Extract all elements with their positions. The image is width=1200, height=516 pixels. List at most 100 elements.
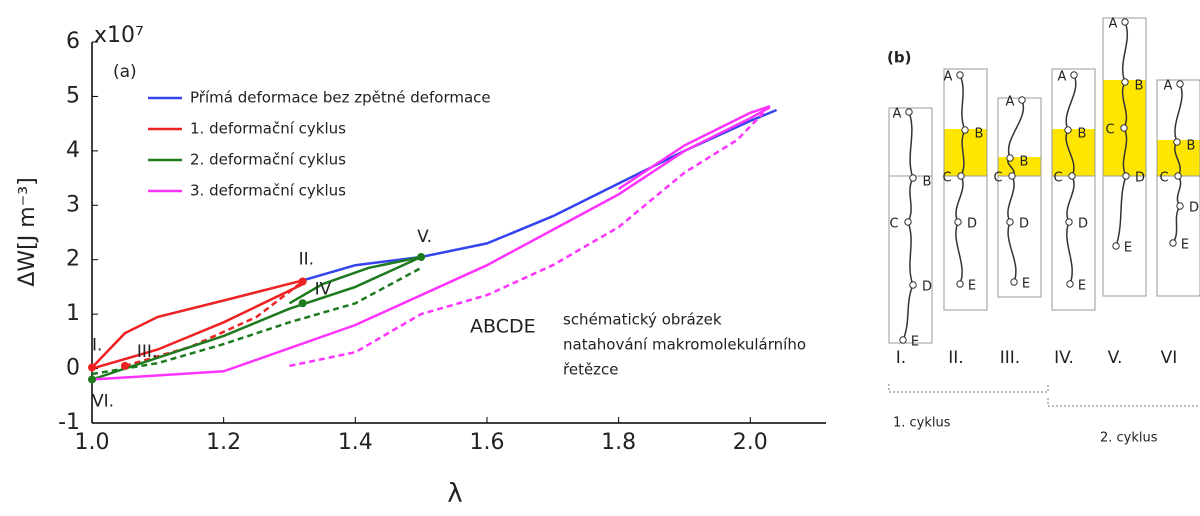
y-tick-label: 5: [66, 83, 80, 108]
series-line: [91, 255, 422, 381]
chain-node: [905, 108, 913, 116]
chain-label: E: [968, 279, 976, 294]
point-label: II.: [299, 249, 314, 269]
chain-node: [1122, 172, 1130, 180]
y-tick-label: 3: [66, 192, 80, 217]
annotation-line: schématický obrázek: [563, 311, 722, 329]
x-tick-label: 2.0: [733, 430, 768, 455]
y-axis-label: ΔW[J m⁻³]: [15, 177, 40, 286]
cycle-label: 1. cyklus: [893, 416, 951, 431]
annotation-line: řetězce: [563, 361, 619, 379]
chain-label: D: [1019, 217, 1029, 232]
chain-label: D: [922, 280, 932, 295]
stretched-region: [944, 129, 987, 176]
chain-node: [1068, 172, 1076, 180]
point-label: IV: [315, 279, 332, 299]
chain-node: [1121, 78, 1129, 86]
column-label: II.: [948, 348, 963, 368]
chain-label: E: [1181, 238, 1189, 253]
stretched-region: [998, 157, 1041, 176]
cycle-brackets: [888, 384, 1200, 407]
y-tick-label: 6: [66, 29, 80, 54]
chain-label: E: [1124, 241, 1132, 256]
series-line: [91, 266, 422, 376]
chain-label: C: [1053, 171, 1062, 186]
chain: [1007, 99, 1025, 283]
chain-label: A: [1164, 79, 1173, 94]
chain-label: B: [1020, 155, 1029, 170]
chain-node: [956, 280, 964, 288]
chain-node: [1018, 96, 1026, 104]
chain-node: [1174, 172, 1182, 180]
chain-node: [1112, 242, 1120, 250]
chain-label: B: [1078, 127, 1087, 142]
chain-label: C: [889, 217, 898, 232]
chain-label: B: [975, 127, 984, 142]
chain-node: [1176, 80, 1184, 88]
chain-label: A: [1109, 17, 1118, 32]
chain-node: [899, 336, 907, 344]
chain-box: [1051, 68, 1096, 311]
series-line: [91, 106, 771, 381]
panel-label: (a): [113, 62, 137, 82]
chain-label: C: [942, 171, 951, 186]
legend-label: Přímá deformace bez zpětné deformace: [190, 89, 491, 107]
x-tick-label: 1.2: [206, 430, 241, 455]
chain-node: [1176, 202, 1184, 210]
chain-label: A: [944, 70, 953, 85]
y-tick-label: 4: [66, 138, 80, 163]
x-tick-label: 1.6: [469, 430, 504, 455]
annotation-title: ABCDE: [470, 316, 536, 338]
chain-label: E: [1022, 277, 1030, 292]
point-label: III.: [137, 342, 157, 362]
y-tick-label: 2: [66, 247, 80, 272]
chain-node: [1064, 126, 1072, 134]
chain-node: [1120, 124, 1128, 132]
y-multiplier: x10⁷: [94, 23, 144, 48]
chain-node: [1070, 71, 1078, 79]
chain-box: [1156, 79, 1200, 297]
chain-label: A: [1006, 95, 1015, 110]
y-tick-label: 0: [66, 356, 80, 381]
legend-label: 3. deformační cyklus: [190, 182, 346, 200]
chain-box: [943, 68, 988, 311]
y-tick-label: -1: [58, 410, 80, 435]
chain-node: [961, 126, 969, 134]
chain-box: [1102, 17, 1147, 297]
series-line: [289, 111, 765, 368]
stretched-region: [1157, 140, 1200, 176]
column-label: I.: [896, 348, 906, 368]
chain-label: B: [1187, 139, 1196, 154]
point-marker: [120, 361, 129, 370]
annotation-line: natahování makromolekulárního: [563, 336, 806, 354]
point-marker: [88, 375, 96, 384]
chain-box: [997, 97, 1042, 298]
chain-label: C: [993, 171, 1002, 186]
chain-label: D: [967, 217, 977, 232]
legend-label: 1. deformační cyklus: [190, 120, 346, 138]
chain-label: B: [923, 175, 932, 190]
chain-node: [1008, 172, 1016, 180]
chain-node: [1065, 218, 1073, 226]
chain-label: C: [1105, 123, 1114, 138]
axes: [91, 42, 826, 424]
legend-label: 2. deformační cyklus: [190, 151, 346, 169]
column-label: VI: [1161, 348, 1178, 368]
chain-node: [954, 218, 962, 226]
column-label: IV.: [1054, 348, 1074, 368]
column-label: III.: [1000, 348, 1020, 368]
chain-label: D: [1135, 171, 1145, 186]
series-line: [91, 279, 304, 369]
chain-label: D: [1189, 201, 1199, 216]
chain-label: E: [1078, 279, 1086, 294]
bracket: [1047, 398, 1200, 407]
point-label: V.: [417, 227, 432, 247]
chain-label: E: [911, 335, 919, 350]
chain-node: [956, 71, 964, 79]
chain-node: [1006, 154, 1014, 162]
chain: [902, 111, 914, 341]
bracket: [888, 384, 1049, 393]
chain-label: A: [893, 107, 902, 122]
y-tick-label: 1: [66, 301, 80, 326]
